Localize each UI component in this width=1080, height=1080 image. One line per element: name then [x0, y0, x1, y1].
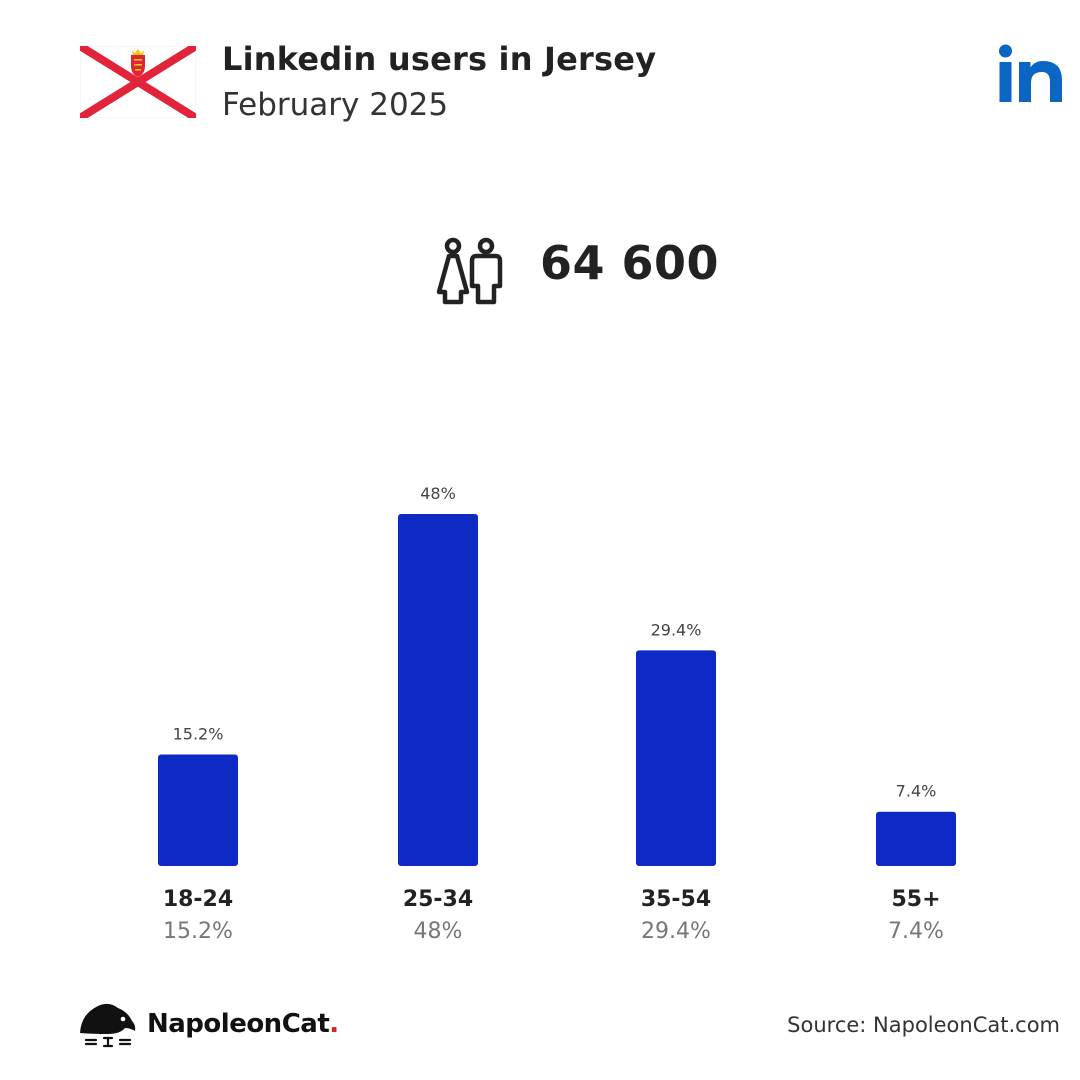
total-users-value: 64 600	[540, 236, 720, 290]
male-female-users-icon	[436, 237, 503, 305]
category-label: 55+	[891, 887, 940, 912]
category-label: 35-54	[641, 887, 711, 912]
category-label: 25-34	[403, 887, 473, 912]
brand-dot: .	[329, 1009, 339, 1039]
bar-value-label: 29.4%	[651, 620, 702, 639]
jersey-flag-icon	[80, 46, 196, 118]
bar-25-34	[398, 514, 478, 866]
category-label: 18-24	[163, 887, 233, 912]
bar-value-label: 15.2%	[173, 725, 224, 744]
bar-35-54	[636, 650, 716, 866]
linkedin-logo-icon	[999, 44, 1062, 102]
category-value-label: 29.4%	[641, 919, 711, 944]
source-text: Source: NapoleonCat.com	[787, 1013, 1060, 1037]
bar-55+	[876, 811, 956, 866]
napoleoncat-logo-icon	[80, 1003, 136, 1048]
category-value-label: 7.4%	[888, 919, 944, 944]
napoleoncat-brand-name: NapoleonCat.	[147, 1009, 339, 1039]
category-value-label: 48%	[414, 919, 463, 944]
brand-name-text: NapoleonCat	[147, 1009, 330, 1039]
chart-date: February 2025	[222, 87, 449, 123]
bar-18-24	[158, 754, 238, 866]
category-value-label: 15.2%	[163, 919, 233, 944]
bar-value-label: 48%	[420, 484, 456, 503]
chart-title: Linkedin users in Jersey	[222, 40, 657, 78]
bar-value-label: 7.4%	[896, 782, 937, 801]
